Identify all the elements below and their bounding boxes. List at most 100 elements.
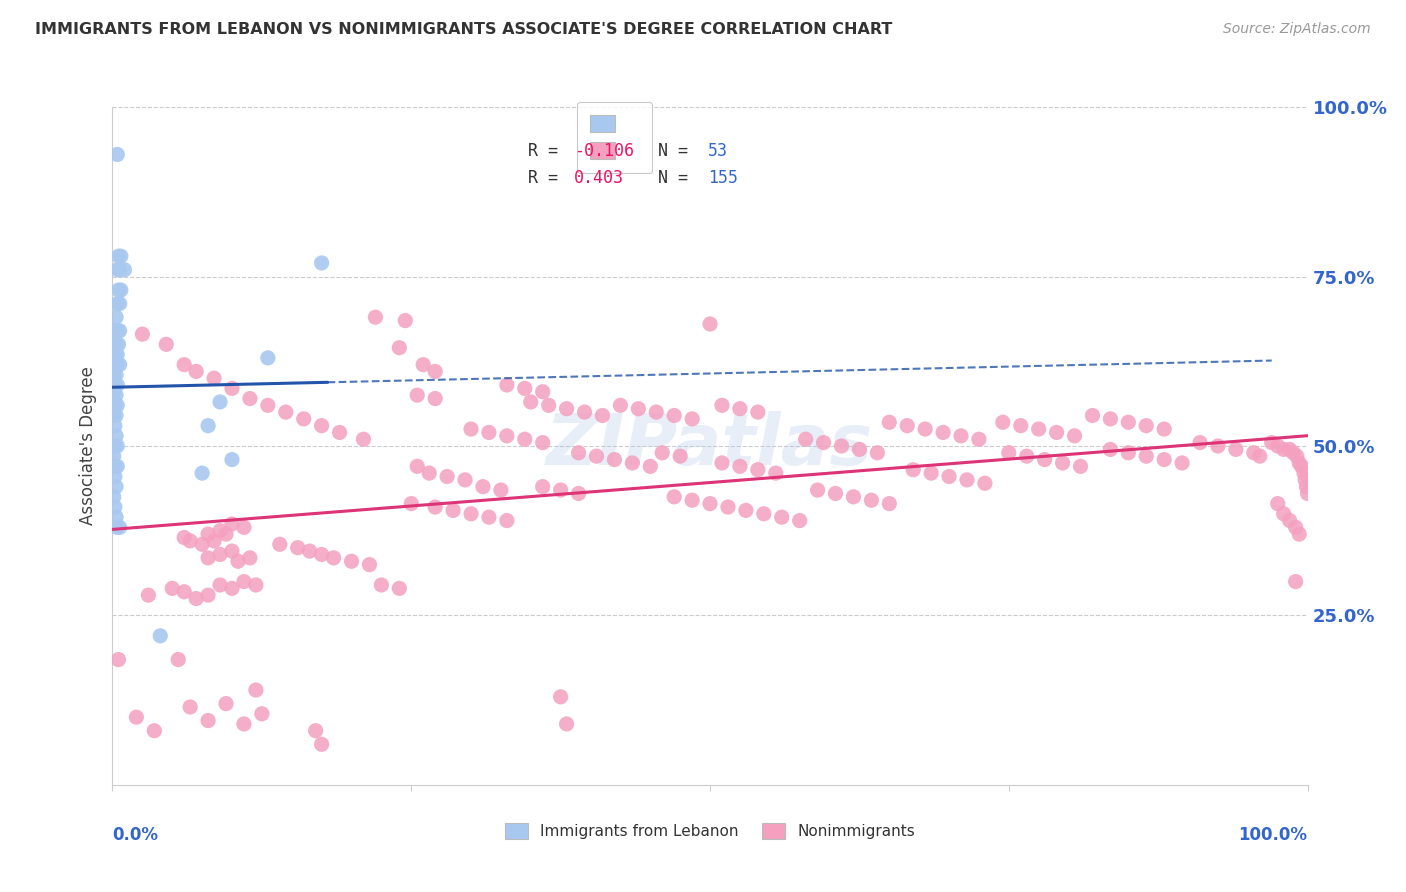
Point bbox=[191, 466, 214, 480]
Point bbox=[233, 574, 256, 589]
Point bbox=[103, 409, 125, 423]
Point bbox=[221, 582, 243, 596]
Point bbox=[114, 262, 135, 277]
Point bbox=[107, 283, 129, 297]
Point bbox=[104, 358, 127, 372]
Point bbox=[233, 520, 256, 534]
Point bbox=[173, 584, 195, 599]
Point bbox=[950, 429, 973, 443]
Point bbox=[107, 652, 129, 666]
Point bbox=[728, 459, 751, 474]
Point bbox=[239, 392, 262, 406]
Point bbox=[699, 497, 721, 511]
Point bbox=[645, 405, 668, 419]
Point bbox=[496, 429, 519, 443]
Point bbox=[105, 520, 128, 534]
Point bbox=[1135, 449, 1157, 463]
Point bbox=[920, 466, 942, 480]
Point bbox=[568, 446, 591, 460]
Point bbox=[998, 446, 1021, 460]
Point bbox=[197, 714, 219, 728]
Point bbox=[104, 500, 127, 514]
Point bbox=[186, 364, 208, 378]
Point bbox=[269, 537, 291, 551]
Point bbox=[568, 486, 591, 500]
Point bbox=[292, 412, 315, 426]
Text: N =: N = bbox=[638, 143, 707, 161]
Point bbox=[108, 262, 131, 277]
Point bbox=[991, 415, 1014, 429]
Point bbox=[555, 401, 578, 416]
Point bbox=[879, 415, 901, 429]
Point bbox=[105, 480, 128, 494]
Legend: Immigrants from Lebanon, Nonimmigrants: Immigrants from Lebanon, Nonimmigrants bbox=[499, 817, 921, 845]
Point bbox=[105, 368, 128, 382]
Point bbox=[167, 652, 190, 666]
Point bbox=[104, 459, 127, 474]
Point bbox=[1206, 439, 1229, 453]
Point bbox=[1171, 456, 1194, 470]
Point bbox=[105, 310, 128, 325]
Point bbox=[226, 554, 249, 568]
Point bbox=[143, 723, 166, 738]
Point bbox=[478, 510, 501, 524]
Point bbox=[105, 388, 128, 402]
Point bbox=[1278, 514, 1301, 528]
Text: 0.403: 0.403 bbox=[575, 169, 624, 187]
Point bbox=[555, 717, 578, 731]
Point bbox=[460, 507, 482, 521]
Point bbox=[103, 388, 125, 402]
Point bbox=[125, 710, 148, 724]
Point bbox=[1288, 456, 1310, 470]
Text: 53: 53 bbox=[709, 143, 728, 161]
Point bbox=[752, 507, 775, 521]
Point bbox=[105, 324, 128, 338]
Point bbox=[239, 550, 262, 565]
Point bbox=[1015, 449, 1038, 463]
Point bbox=[131, 327, 153, 342]
Point bbox=[329, 425, 352, 440]
Point bbox=[197, 527, 219, 541]
Point bbox=[717, 500, 740, 514]
Point bbox=[794, 432, 817, 446]
Point bbox=[149, 629, 172, 643]
Point bbox=[460, 422, 482, 436]
Point bbox=[609, 398, 631, 412]
Point bbox=[155, 337, 177, 351]
Point bbox=[441, 503, 464, 517]
Point bbox=[108, 358, 131, 372]
Point bbox=[651, 446, 673, 460]
Point bbox=[104, 398, 127, 412]
Point bbox=[209, 578, 232, 592]
Point bbox=[879, 497, 901, 511]
Point bbox=[1153, 422, 1175, 436]
Point bbox=[105, 147, 128, 161]
Point bbox=[640, 459, 662, 474]
Point bbox=[585, 449, 607, 463]
Point bbox=[298, 544, 321, 558]
Point bbox=[1099, 412, 1122, 426]
Point bbox=[257, 351, 280, 365]
Point bbox=[1063, 429, 1085, 443]
Point bbox=[418, 466, 440, 480]
Point bbox=[221, 452, 243, 467]
Point bbox=[681, 493, 703, 508]
Point bbox=[104, 378, 127, 392]
Point bbox=[1294, 473, 1316, 487]
Point bbox=[105, 378, 128, 392]
Point bbox=[406, 459, 429, 474]
Point bbox=[765, 466, 787, 480]
Point bbox=[425, 500, 447, 514]
Point bbox=[603, 452, 626, 467]
Point bbox=[956, 473, 979, 487]
Point bbox=[1099, 442, 1122, 457]
Point bbox=[250, 706, 273, 721]
Point bbox=[209, 548, 232, 562]
Point bbox=[842, 490, 865, 504]
Point bbox=[105, 409, 128, 423]
Point bbox=[274, 405, 297, 419]
Point bbox=[287, 541, 309, 555]
Point bbox=[711, 398, 734, 412]
Point bbox=[179, 700, 201, 714]
Point bbox=[1243, 446, 1265, 460]
